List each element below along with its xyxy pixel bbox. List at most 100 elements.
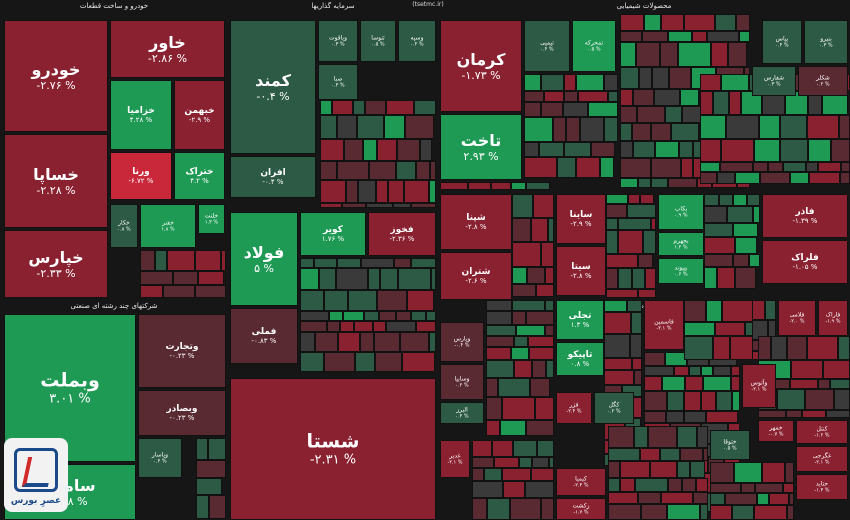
stock-tile[interactable] (703, 376, 731, 391)
stock-tile[interactable] (429, 180, 436, 203)
stock-tile[interactable]: البرز ۰.۴ % (440, 402, 484, 424)
stock-tile[interactable] (704, 254, 733, 267)
stock-tile[interactable] (704, 206, 727, 223)
stock-tile[interactable] (630, 334, 642, 358)
stock-tile[interactable] (524, 117, 553, 142)
stock-tile[interactable] (606, 254, 638, 268)
stock-tile[interactable] (344, 139, 363, 161)
stock-tile[interactable] (498, 378, 530, 397)
stock-tile[interactable] (608, 426, 634, 448)
stock-tile[interactable] (525, 481, 554, 498)
stock-tile[interactable] (358, 180, 376, 203)
stock-tile[interactable] (388, 180, 404, 203)
stock-tile[interactable] (684, 300, 706, 322)
stock-tile[interactable] (760, 172, 790, 184)
stock-tile[interactable] (755, 483, 783, 493)
stock-tile[interactable] (604, 370, 634, 385)
stock-tile[interactable] (783, 162, 806, 172)
stock-tile[interactable] (486, 360, 514, 378)
stock-tile[interactable] (684, 336, 713, 360)
stock-tile[interactable] (405, 115, 434, 139)
stock-tile[interactable] (486, 378, 498, 397)
stock-tile[interactable] (606, 204, 627, 218)
stock-tile[interactable] (140, 271, 173, 285)
stock-tile[interactable]: کنتل -۱.۶ % (796, 420, 848, 444)
stock-tile[interactable] (386, 321, 416, 332)
stock-tile[interactable] (807, 115, 839, 139)
stock-tile[interactable] (787, 336, 807, 360)
stock-tile[interactable] (620, 106, 637, 123)
stock-tile[interactable]: خلنت ۱.۳ % (198, 204, 225, 234)
stock-tile[interactable] (638, 254, 653, 268)
stock-tile[interactable] (786, 410, 802, 418)
stock-tile[interactable] (519, 457, 532, 468)
stock-tile[interactable] (662, 376, 685, 391)
stock-tile[interactable]: بپیوند ۰.۶ % (658, 258, 704, 284)
stock-tile[interactable] (400, 332, 429, 352)
stock-tile[interactable] (700, 504, 708, 520)
stock-tile[interactable] (429, 332, 436, 352)
stock-tile[interactable] (661, 492, 693, 504)
stock-tile[interactable] (684, 14, 715, 31)
stock-tile[interactable] (722, 300, 753, 322)
stock-tile[interactable] (376, 180, 388, 203)
stock-tile[interactable] (300, 352, 324, 372)
stock-tile[interactable]: کرمان -۱.۷۳ % (440, 20, 522, 112)
stock-tile[interactable] (484, 468, 502, 481)
stock-tile[interactable] (831, 139, 850, 162)
stock-tile[interactable] (725, 493, 757, 505)
stock-tile[interactable]: خودرو -۲.۷۶ % (4, 20, 108, 132)
stock-tile[interactable] (396, 311, 411, 321)
stock-tile[interactable] (411, 203, 436, 208)
stock-tile[interactable] (420, 139, 432, 161)
stock-tile[interactable] (608, 91, 618, 102)
stock-tile[interactable] (320, 115, 337, 139)
stock-tile[interactable] (396, 161, 416, 180)
stock-tile[interactable] (644, 366, 674, 376)
stock-tile[interactable] (524, 102, 541, 117)
stock-tile[interactable] (620, 158, 651, 178)
stock-tile[interactable] (684, 391, 701, 411)
stock-tile[interactable] (641, 504, 667, 520)
stock-tile[interactable] (407, 290, 434, 311)
stock-tile[interactable] (620, 178, 638, 188)
stock-tile[interactable] (486, 347, 511, 360)
stock-tile[interactable] (703, 448, 708, 461)
stock-tile[interactable] (397, 139, 420, 161)
stock-tile[interactable] (679, 141, 693, 158)
stock-tile[interactable] (620, 123, 632, 141)
stock-tile[interactable] (209, 495, 226, 519)
stock-tile[interactable] (379, 311, 396, 321)
stock-tile[interactable] (666, 411, 684, 423)
stock-tile[interactable] (826, 410, 850, 418)
stock-tile[interactable] (591, 142, 615, 157)
stock-tile[interactable] (704, 223, 733, 237)
stock-tile[interactable] (494, 457, 519, 468)
stock-tile[interactable] (644, 411, 666, 423)
stock-tile[interactable] (532, 457, 549, 468)
stock-tile[interactable] (682, 478, 696, 492)
stock-tile[interactable] (713, 336, 730, 360)
stock-tile[interactable] (677, 426, 697, 448)
stock-tile[interactable] (512, 218, 531, 242)
stock-tile[interactable]: وسایپا ۰.۲ % (440, 364, 484, 400)
stock-tile[interactable] (314, 258, 337, 268)
stock-tile[interactable] (759, 115, 780, 139)
stock-tile[interactable] (563, 102, 588, 117)
stock-tile[interactable] (823, 360, 850, 379)
stock-tile[interactable] (320, 161, 337, 180)
stock-tile[interactable]: خپارس -۲.۳۳ % (4, 230, 108, 298)
stock-tile[interactable] (580, 117, 604, 142)
stock-tile[interactable]: حتاید -۱.۳ % (796, 474, 848, 500)
stock-tile[interactable] (706, 411, 738, 423)
stock-tile[interactable] (637, 106, 665, 123)
stock-tile[interactable] (578, 91, 608, 102)
stock-tile[interactable] (734, 462, 762, 483)
stock-tile[interactable] (651, 218, 656, 230)
stock-tile[interactable] (384, 115, 405, 139)
stock-tile[interactable] (769, 493, 789, 505)
stock-tile[interactable] (654, 89, 680, 106)
stock-tile[interactable] (342, 203, 366, 208)
stock-tile[interactable] (735, 172, 760, 184)
stock-tile[interactable] (735, 267, 756, 289)
